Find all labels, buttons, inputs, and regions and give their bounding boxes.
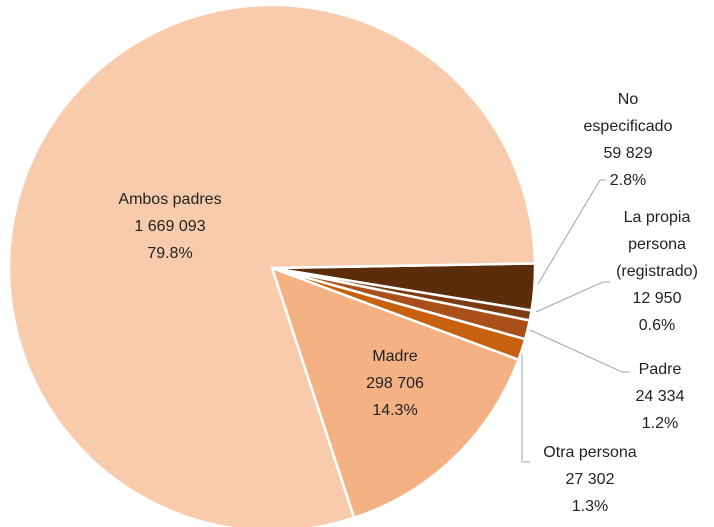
label-name: Ambos padres [118, 191, 222, 208]
label-value: 24 334 [635, 388, 685, 405]
label-percent: 14.3% [372, 402, 418, 419]
data-label: Otra persona 27 302 1.3% [515, 439, 665, 520]
leader-line [529, 329, 630, 373]
label-percent: 0.6% [638, 317, 676, 334]
pie-slice [7, 3, 537, 527]
label-percent: 1.3% [571, 498, 609, 515]
label-name: No especificado [583, 91, 673, 135]
label-value: 1 669 093 [134, 218, 206, 235]
leader-line [521, 350, 530, 463]
leader-line [537, 179, 606, 285]
label-value: 12 950 [632, 290, 682, 307]
label-percent: 2.8% [609, 172, 647, 189]
leader-line [535, 281, 610, 313]
label-name: Otra persona [543, 444, 637, 461]
label-percent: 79.8% [147, 245, 193, 262]
label-value: 27 302 [565, 471, 615, 488]
data-label: Padre 24 334 1.2% [600, 356, 714, 437]
label-name: La propia persona (registrado) [616, 209, 698, 280]
label-value: 59 829 [603, 145, 653, 162]
label-name: Madre [372, 348, 418, 365]
label-name: Padre [638, 361, 682, 378]
label-value: 298 706 [366, 375, 424, 392]
label-percent: 1.2% [641, 415, 679, 432]
data-label: Madre 298 706 14.3% [325, 343, 465, 424]
leader-lines [521, 179, 630, 463]
data-label: La propia persona (registrado) 12 950 0.6% [600, 204, 714, 339]
data-label: No especificado 59 829 2.8% [578, 86, 678, 194]
data-label: Ambos padres 1 669 093 79.8% [90, 186, 250, 267]
